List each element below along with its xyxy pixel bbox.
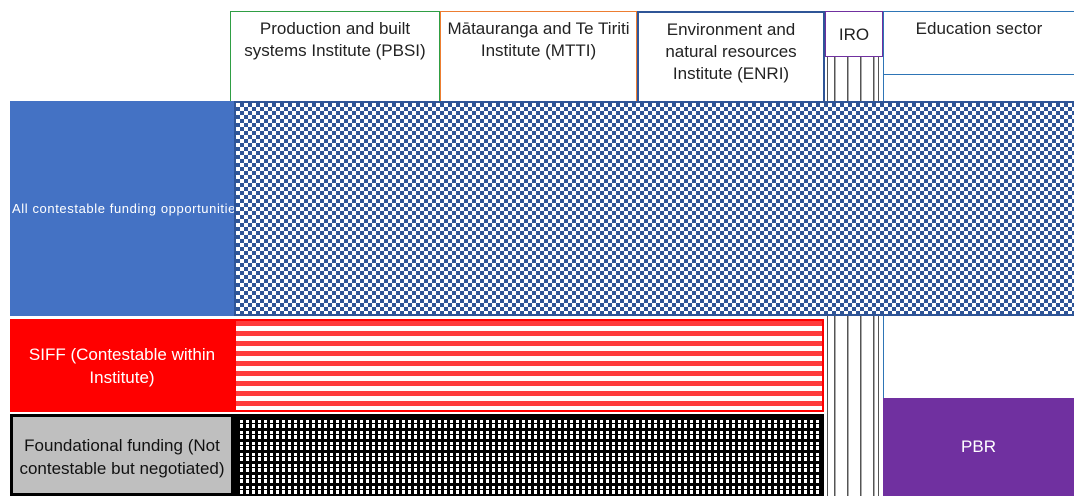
band-siff	[234, 319, 824, 412]
header-pbsi: Production and built systems Institute (…	[230, 11, 440, 103]
row-label-foundational-funding-text: Foundational funding (Not contestable bu…	[19, 436, 225, 478]
band-foundational-funding	[234, 414, 824, 496]
row-label-contestable-funding: All contestable funding opportunities Ma…	[10, 101, 234, 316]
header-education-sector-label: Education sector	[915, 19, 1043, 38]
row-label-foundational-funding: Foundational funding (Not contestable bu…	[10, 414, 234, 496]
row-label-contestable-funding-text: All contestable funding opportunities Ma…	[12, 201, 234, 216]
pbr-label: PBR	[961, 437, 996, 456]
header-mtti: Mātauranga and Te Tiriti Institute (MTTI…	[440, 11, 637, 103]
row-label-siff: SIFF (Contestable within Institute)	[10, 319, 234, 412]
pbr-block: PBR	[883, 398, 1074, 496]
header-enri-label: Environment and natural resources Instit…	[665, 20, 797, 83]
header-pbsi-label: Production and built systems Institute (…	[244, 19, 426, 60]
header-mtti-label: Mātauranga and Te Tiriti Institute (MTTI…	[447, 19, 630, 60]
header-iro-label: IRO	[838, 25, 870, 44]
header-iro: IRO	[825, 11, 883, 57]
row-label-siff-text: SIFF (Contestable within Institute)	[28, 344, 216, 387]
header-enri: Environment and natural resources Instit…	[637, 11, 825, 103]
header-education-sector: Education sector	[883, 11, 1074, 75]
band-contestable-funding	[234, 101, 1074, 316]
